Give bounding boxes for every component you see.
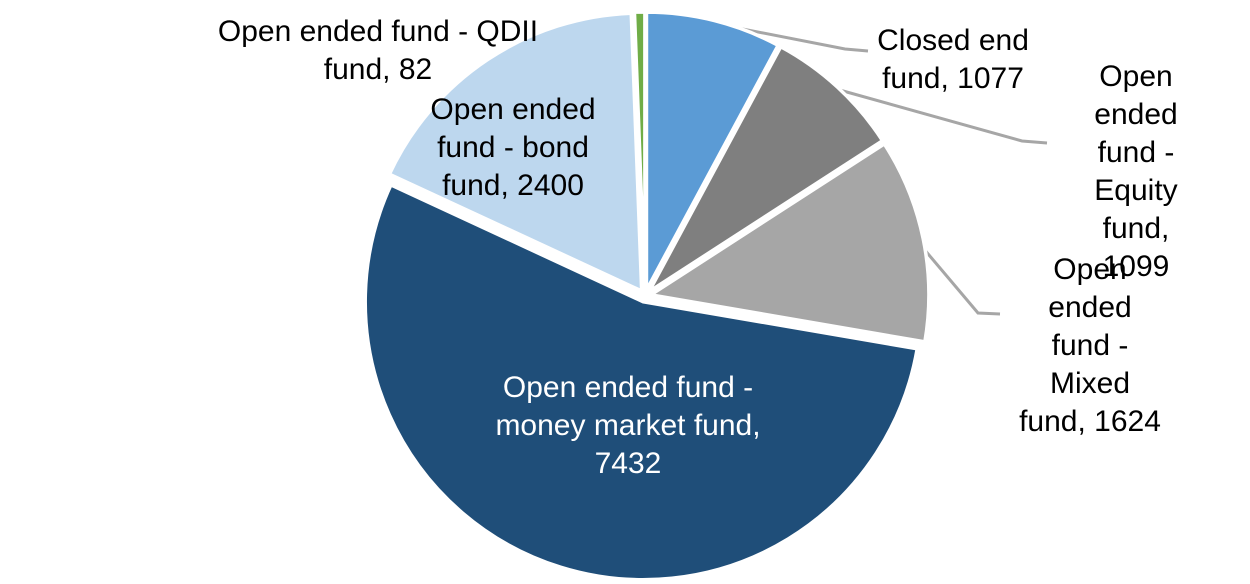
pie-slice-open-ended-fund-money-market-fund: [363, 183, 919, 582]
leader-line-open-ended-fund-mixed-fund: [916, 241, 1001, 316]
pie-slice-open-ended-fund-equity-fund: [647, 45, 885, 294]
pie-slice-open-ended-fund-mixed-fund: [649, 142, 931, 344]
leader-line-closed-end-fund: [711, 21, 869, 53]
pie-slice-open-ended-fund-qdii-fund: [632, 10, 647, 292]
pie-slices-group: [363, 10, 931, 582]
leader-lines-group: [711, 21, 1048, 316]
leader-line-open-ended-fund-equity-fund: [835, 87, 1048, 145]
pie-slice-closed-end-fund: [644, 10, 780, 292]
pie-slice-open-ended-fund-bond-fund: [387, 11, 644, 293]
